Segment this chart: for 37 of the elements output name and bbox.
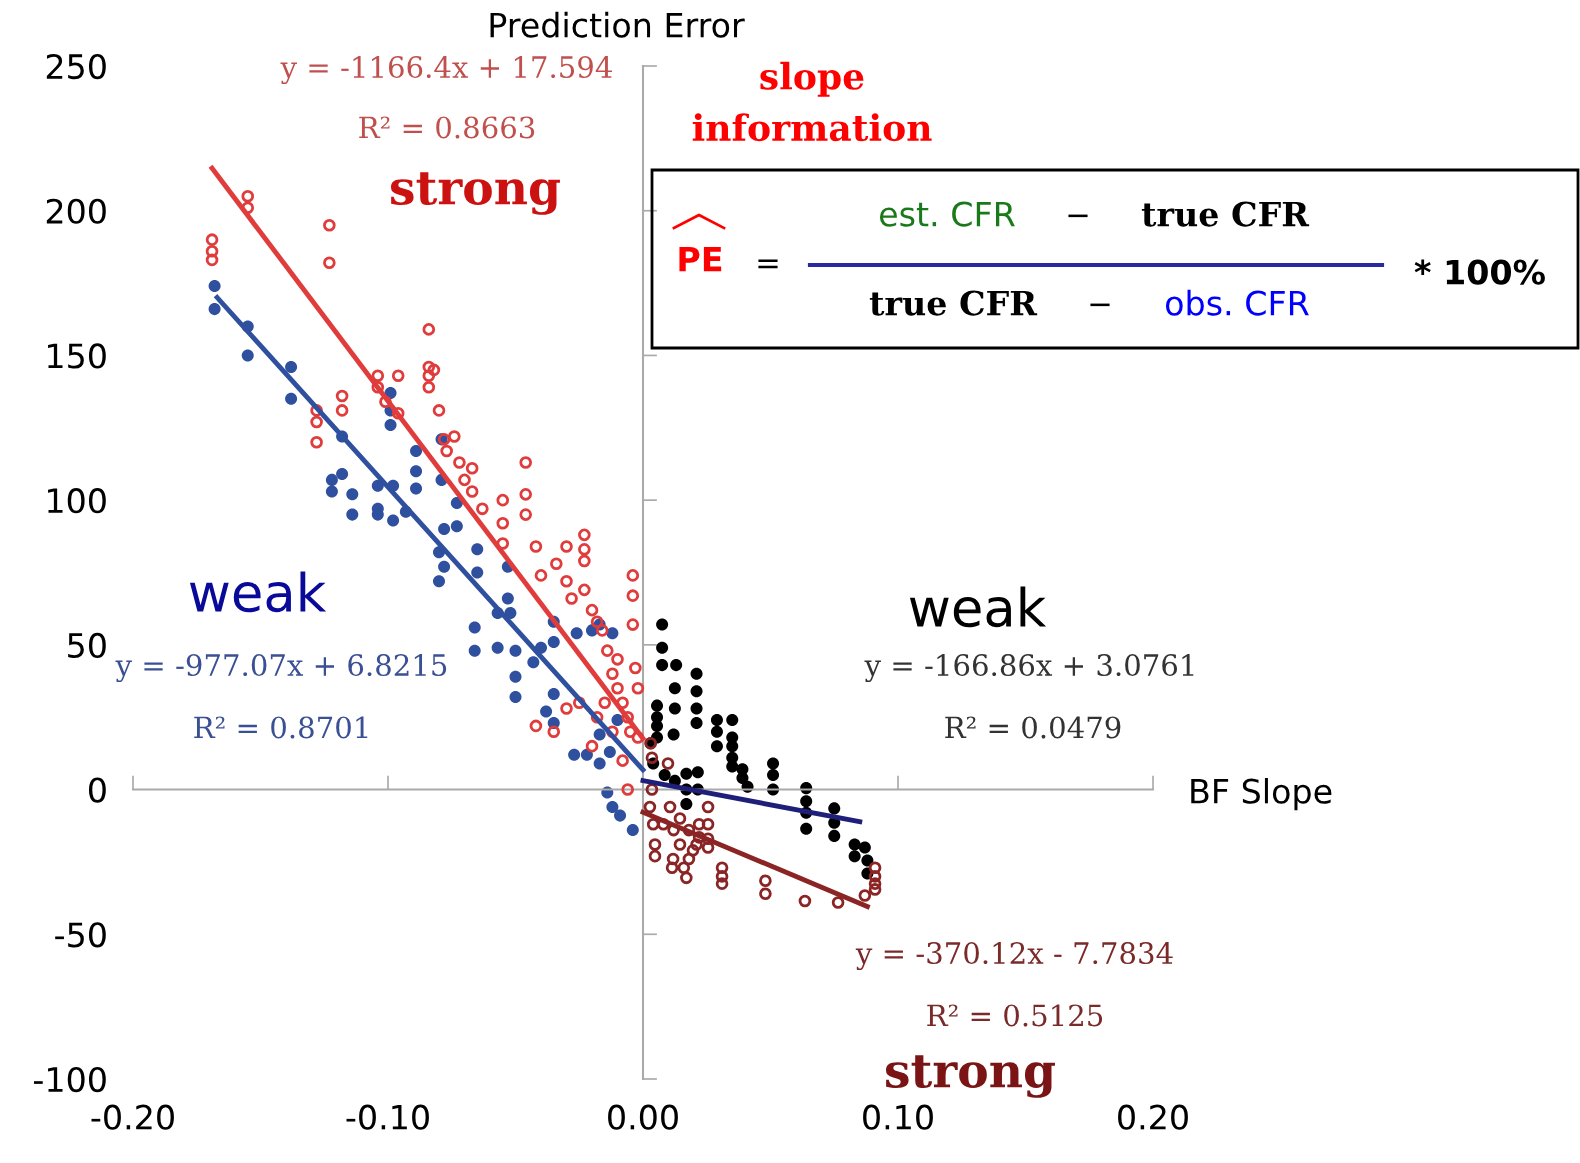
y-tick-label: 50 [68, 632, 106, 658]
annotation: y = -166.86x + 3.0761 [864, 653, 1194, 683]
annotation: R² = 0.8701 [194, 716, 368, 739]
y-tick-label: 150 [48, 343, 106, 369]
x-tick-label: 0.00 [608, 1104, 678, 1130]
x-axis-title: BF Slope [1191, 778, 1332, 811]
y-axis-title: Prediction Error [490, 11, 745, 38]
annotation: strong [390, 172, 560, 215]
annotation: slope information [692, 61, 932, 142]
y-tick-label: -100 [33, 1066, 106, 1093]
annotation: true CFR [1141, 201, 1310, 227]
x-tick-label: -0.10 [346, 1104, 429, 1130]
annotation: − [1068, 214, 1088, 218]
x-tick-label: 0.20 [1118, 1104, 1188, 1130]
annotation: R² = 0.5125 [927, 1004, 1103, 1027]
y-tick-label: -50 [55, 922, 106, 948]
annotation: true CFR [869, 290, 1038, 316]
annotation: = [758, 259, 778, 269]
annotation: weak [189, 571, 327, 613]
text: obs. CFR [1165, 289, 1309, 316]
y-tick-label: 0 [88, 777, 106, 803]
y-tick-label: 200 [46, 198, 106, 224]
annotation: est. CFR [879, 201, 1015, 227]
annotation: weak [909, 586, 1047, 628]
annotation: y = -1166.4x + 17.594 [280, 55, 612, 85]
y-tick-label: 100 [48, 488, 106, 514]
annotation: R² = 0.8663 [359, 116, 535, 139]
annotation: y = -977.07x + 6.8215 [115, 653, 447, 683]
annotation: y = -370.12x - 7.7834 [855, 941, 1173, 971]
x-tick-label: 0.10 [863, 1104, 933, 1130]
annotation: PE [679, 246, 722, 272]
text: * 100% [1414, 259, 1545, 285]
y-tick-label: 250 [46, 53, 106, 80]
annotation: R² = 0.0479 [945, 716, 1121, 739]
x-tick-label: -0.20 [91, 1104, 174, 1130]
annotation: − [1090, 303, 1110, 307]
annotation: strong [885, 1055, 1055, 1098]
